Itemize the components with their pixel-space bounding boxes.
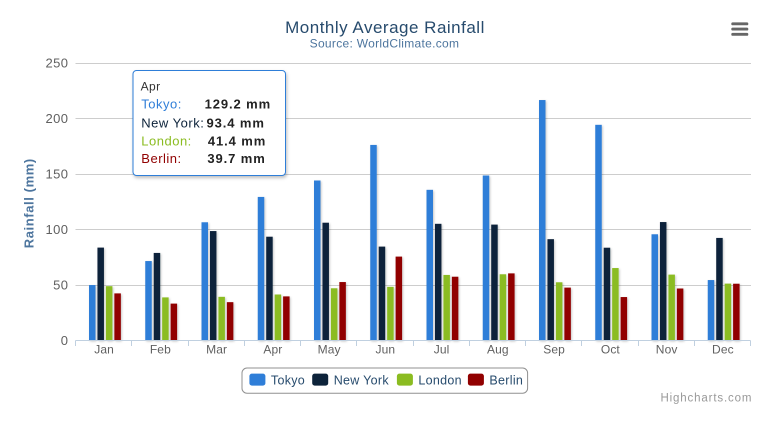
svg-text:50: 50: [53, 278, 68, 293]
svg-text:Source: WorldClimate.com: Source: WorldClimate.com: [310, 37, 460, 51]
svg-text:39.7 mm: 39.7 mm: [207, 151, 265, 166]
svg-text:41.4 mm: 41.4 mm: [208, 133, 266, 148]
svg-text:Feb: Feb: [150, 343, 171, 357]
svg-text:129.2 mm: 129.2 mm: [205, 97, 271, 112]
svg-text:New York:: New York:: [141, 115, 204, 130]
svg-text:Tokyo: Tokyo: [271, 374, 305, 388]
svg-text:250: 250: [46, 55, 69, 70]
svg-text:New York: New York: [334, 374, 390, 388]
svg-text:Jun: Jun: [376, 343, 396, 357]
svg-text:Monthly Average Rainfall: Monthly Average Rainfall: [285, 18, 485, 37]
svg-text:Apr: Apr: [141, 80, 161, 94]
svg-text:Highcharts.com: Highcharts.com: [661, 393, 753, 405]
svg-text:Rainfall (mm): Rainfall (mm): [22, 158, 37, 248]
svg-text:Apr: Apr: [263, 343, 282, 357]
svg-text:150: 150: [46, 166, 69, 181]
svg-text:Jan: Jan: [94, 343, 114, 357]
svg-text:London:: London:: [141, 133, 192, 148]
svg-text:Mar: Mar: [206, 343, 227, 357]
svg-text:Sep: Sep: [543, 343, 565, 357]
svg-text:200: 200: [46, 111, 69, 126]
svg-text:May: May: [318, 343, 341, 357]
svg-text:100: 100: [46, 222, 69, 237]
svg-text:Aug: Aug: [487, 343, 509, 357]
svg-text:Jul: Jul: [434, 343, 450, 357]
svg-text:Nov: Nov: [656, 343, 678, 357]
svg-text:Dec: Dec: [712, 343, 734, 357]
svg-text:0: 0: [61, 333, 69, 348]
svg-text:93.4 mm: 93.4 mm: [207, 115, 265, 130]
svg-text:Oct: Oct: [601, 343, 621, 357]
svg-text:Tokyo:: Tokyo:: [141, 97, 182, 112]
svg-text:London: London: [418, 374, 462, 388]
svg-text:Berlin:: Berlin:: [141, 151, 181, 166]
svg-text:Berlin: Berlin: [489, 374, 523, 388]
